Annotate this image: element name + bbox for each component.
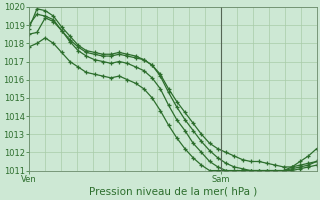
X-axis label: Pression niveau de la mer( hPa ): Pression niveau de la mer( hPa ) — [89, 187, 257, 197]
